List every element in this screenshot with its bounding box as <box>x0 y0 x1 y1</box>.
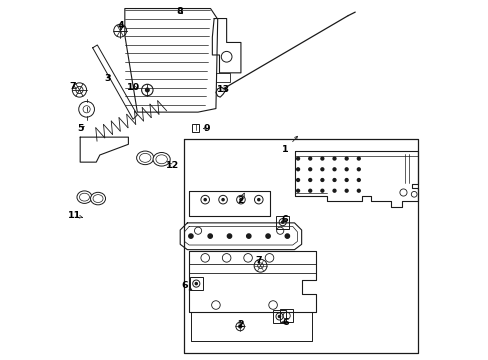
Circle shape <box>332 157 335 160</box>
Circle shape <box>265 234 270 238</box>
Text: 8: 8 <box>177 7 183 16</box>
Circle shape <box>345 179 347 181</box>
Circle shape <box>222 199 224 201</box>
Circle shape <box>332 168 335 171</box>
Circle shape <box>345 168 347 171</box>
Text: 6: 6 <box>181 281 187 290</box>
Bar <box>276 216 288 229</box>
Circle shape <box>308 189 311 192</box>
Circle shape <box>145 88 149 92</box>
Circle shape <box>278 315 280 318</box>
Circle shape <box>357 157 360 160</box>
Circle shape <box>308 157 311 160</box>
Ellipse shape <box>77 191 92 203</box>
Circle shape <box>296 168 299 171</box>
Circle shape <box>281 221 283 223</box>
Circle shape <box>308 168 311 171</box>
Text: 6: 6 <box>282 318 288 327</box>
Circle shape <box>320 157 323 160</box>
Text: 7: 7 <box>255 256 262 265</box>
Circle shape <box>308 179 311 181</box>
Bar <box>216 73 230 82</box>
Text: 12: 12 <box>165 161 179 170</box>
Circle shape <box>246 234 250 238</box>
Circle shape <box>227 234 231 238</box>
Circle shape <box>345 157 347 160</box>
Circle shape <box>285 234 289 238</box>
Text: 11: 11 <box>68 211 81 220</box>
Circle shape <box>357 189 360 192</box>
Bar <box>191 124 199 132</box>
Bar <box>272 310 285 323</box>
Circle shape <box>320 179 323 181</box>
Circle shape <box>238 325 241 328</box>
Circle shape <box>203 199 206 201</box>
Ellipse shape <box>90 192 105 205</box>
Text: 6: 6 <box>281 215 287 224</box>
Text: 2: 2 <box>236 320 243 329</box>
Circle shape <box>357 168 360 171</box>
Circle shape <box>240 199 242 201</box>
Text: 3: 3 <box>104 74 111 83</box>
Text: 10: 10 <box>127 83 140 92</box>
Circle shape <box>296 179 299 181</box>
Text: 13: 13 <box>217 85 230 94</box>
Circle shape <box>345 189 347 192</box>
Ellipse shape <box>153 153 170 166</box>
Circle shape <box>296 189 299 192</box>
Circle shape <box>320 189 323 192</box>
Circle shape <box>332 179 335 181</box>
Circle shape <box>296 157 299 160</box>
Text: 7: 7 <box>69 82 76 91</box>
Ellipse shape <box>136 151 153 165</box>
Text: 9: 9 <box>203 124 210 133</box>
Circle shape <box>207 234 212 238</box>
Text: 1: 1 <box>282 145 288 154</box>
Text: 2: 2 <box>237 196 244 205</box>
Circle shape <box>357 179 360 181</box>
Text: 4: 4 <box>118 21 124 30</box>
Circle shape <box>195 283 197 285</box>
Bar <box>189 277 203 290</box>
Circle shape <box>332 189 335 192</box>
Bar <box>280 309 292 322</box>
Circle shape <box>320 168 323 171</box>
Text: 5: 5 <box>78 124 84 133</box>
Circle shape <box>257 199 259 201</box>
Circle shape <box>188 234 193 238</box>
